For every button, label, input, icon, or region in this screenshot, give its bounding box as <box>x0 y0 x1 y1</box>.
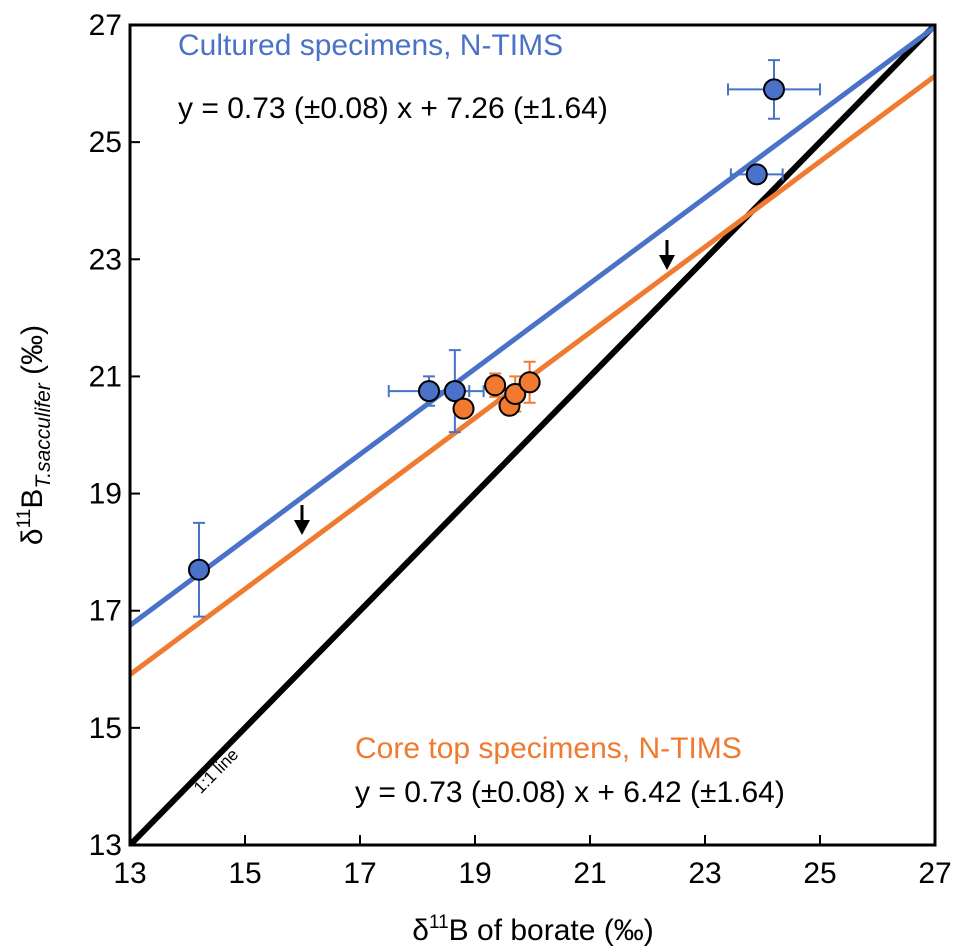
identity-line <box>130 25 935 845</box>
arrow <box>294 505 310 535</box>
y-tick-label: 17 <box>89 595 122 628</box>
y-label-prefix: δ <box>16 528 49 545</box>
y-label-main: B <box>16 489 49 509</box>
data-point <box>443 380 466 403</box>
x-tick-label: 23 <box>688 857 721 890</box>
data-point <box>763 78 785 101</box>
x-label-prefix: δ <box>412 914 429 947</box>
x-tick-label: 27 <box>918 857 951 890</box>
y-tick-label: 19 <box>89 478 122 511</box>
x-label-sup: 11 <box>429 912 449 933</box>
identity-line-label: 1:1 line <box>190 745 242 797</box>
y-label-sub: T.sacculifer <box>32 382 55 488</box>
fit-line <box>130 25 935 628</box>
x-tick-label: 21 <box>573 857 606 890</box>
legend-entry: Core top specimens, N-TIMS <box>355 732 742 765</box>
fit-equation: y = 0.73 (±0.08) x + 7.26 (±1.64) <box>178 92 608 125</box>
x-tick-label: 19 <box>458 857 491 890</box>
data-point <box>452 397 475 420</box>
data-point <box>418 380 440 403</box>
data-point <box>484 374 507 397</box>
y-tick-label: 21 <box>89 360 122 393</box>
y-tick-label: 27 <box>89 9 122 42</box>
y-tick-label: 23 <box>89 243 122 276</box>
plot-frame <box>128 23 937 847</box>
plot-lines <box>130 25 935 845</box>
data-point <box>518 371 541 394</box>
x-axis-label: δ11B of borate (‰) <box>412 912 654 947</box>
x-tick-label: 17 <box>343 857 376 890</box>
x-tick-label: 15 <box>228 857 261 890</box>
y-tick-label: 25 <box>89 126 122 159</box>
x-tick-label: 25 <box>803 857 836 890</box>
fit-equation: y = 0.73 (±0.08) x + 6.42 (±1.64) <box>355 776 785 809</box>
x-label-main: B of borate (‰) <box>449 914 654 947</box>
data-point <box>188 558 210 581</box>
y-label-suffix: (‰) <box>16 325 49 383</box>
data-point <box>745 163 768 186</box>
legend-entry: Cultured specimens, N-TIMS <box>178 29 563 62</box>
x-tick-label: 13 <box>113 857 146 890</box>
plot-area: 13 15 17 19 21 23 25 27 13 15 17 19 21 23 25 27 1:1 line… <box>89 9 952 890</box>
y-axis-label: δ11BT.sacculifer (‰) <box>14 325 55 545</box>
y-label-sup: 11 <box>14 509 35 529</box>
y-tick-label: 15 <box>89 712 122 745</box>
data-point <box>504 383 527 405</box>
y-tick-label: 13 <box>89 829 122 862</box>
arrow <box>659 240 675 270</box>
